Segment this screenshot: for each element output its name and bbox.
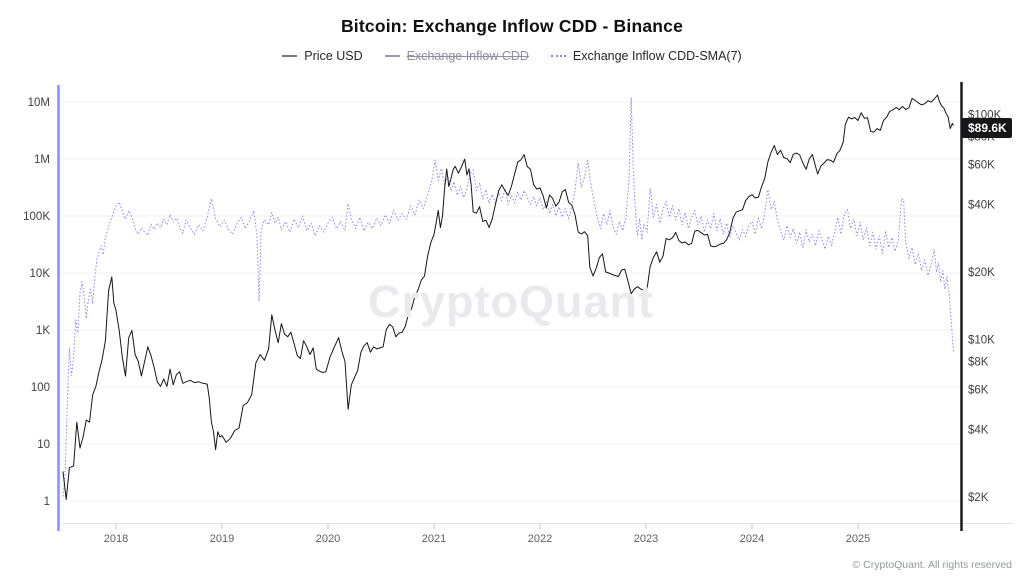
x-axis-tick-label: 2025 — [846, 533, 870, 545]
legend-item-exchange-inflow-cdd-sma7[interactable]: Exchange Inflow CDD-SMA(7) — [550, 49, 742, 63]
x-axis-tick-label: 2023 — [634, 533, 658, 545]
left-axis-tick-label: 1K — [36, 325, 50, 337]
x-axis-tick-label: 2022 — [528, 533, 552, 545]
right-axis-tick-label: $20K — [968, 267, 995, 279]
right-axis-tick-label: $6K — [968, 385, 989, 397]
right-axis-tick-label: $2K — [968, 492, 989, 504]
series-line-exchange-inflow-cdd-sma-7- — [62, 97, 954, 497]
line-marker-icon — [282, 55, 298, 57]
left-axis-tick-label: 10 — [37, 439, 50, 451]
right-axis-tick-label: $10K — [968, 335, 995, 347]
cryptoquant-watermark: CryptoQuant — [368, 276, 654, 327]
legend-label: Exchange Inflow CDD — [406, 49, 529, 63]
dotted-line-marker-icon — [550, 55, 566, 57]
chart-title: Bitcoin: Exchange Inflow CDD - Binance — [340, 16, 684, 36]
left-axis-tick-label: 100K — [23, 211, 50, 223]
left-axis-tick-label: 10K — [30, 268, 51, 280]
series-line-price-usd — [62, 94, 954, 500]
left-axis-tick-label: 10M — [28, 97, 50, 109]
x-axis-tick-label: 2019 — [210, 533, 234, 545]
x-axis-tick-label: 2024 — [740, 533, 764, 545]
left-axis-tick-label: 1M — [34, 154, 50, 166]
legend-item-price-usd[interactable]: Price USD — [282, 49, 363, 63]
left-axis-tick-label: 1 — [44, 496, 50, 508]
x-axis-tick-label: 2018 — [104, 533, 128, 545]
legend-label: Price USD — [304, 49, 363, 63]
right-axis-tick-label: $8K — [968, 357, 989, 369]
left-axis-tick-label: 100 — [31, 382, 50, 394]
right-axis-tick-label: $60K — [968, 160, 995, 172]
right-axis-tick-label: $4K — [968, 424, 989, 436]
copyright-text: © CryptoQuant. All rights reserved — [852, 559, 1012, 571]
legend-item-exchange-inflow-cdd[interactable]: Exchange Inflow CDD — [384, 49, 529, 63]
last-price-badge: $89.6K — [962, 118, 1012, 138]
legend-label: Exchange Inflow CDD-SMA(7) — [572, 49, 742, 63]
right-axis-tick-label: $40K — [968, 199, 995, 211]
x-axis-tick-label: 2020 — [316, 533, 340, 545]
x-axis-tick-label: 2021 — [422, 533, 446, 545]
legend: Price USD Exchange Inflow CDD Exchange I… — [0, 49, 1024, 63]
line-marker-icon — [384, 55, 400, 57]
